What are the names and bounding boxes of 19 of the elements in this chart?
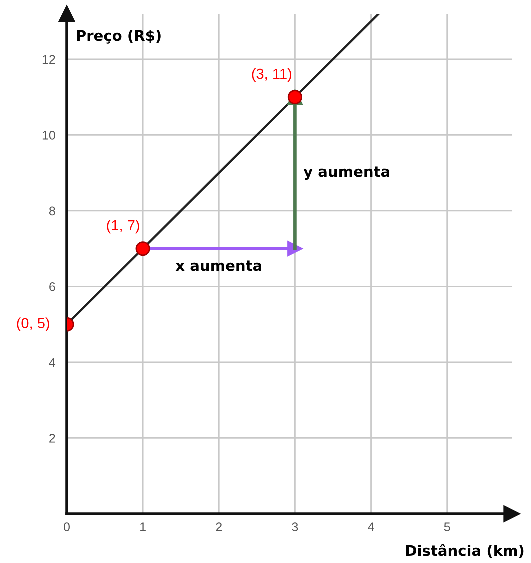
x-tick-label: 3 (292, 522, 298, 532)
y-tick-label: 6 (50, 282, 56, 292)
x-tick-label: 2 (216, 522, 222, 532)
x-tick-label: 4 (368, 522, 374, 532)
y-tick-label: 4 (49, 358, 56, 368)
data-label: (1, 7) (107, 220, 140, 234)
data-label: (3, 11) (252, 68, 292, 82)
y-tick-label: 10 (42, 131, 56, 140)
y-tick-label: 12 (42, 55, 56, 64)
annotation: x aumenta (176, 260, 262, 272)
x-tick-label: 1 (140, 522, 146, 532)
x-tick-label: 0 (64, 522, 70, 532)
data-label: (0, 5) (17, 318, 50, 332)
y-tick-label: 8 (49, 206, 56, 216)
y-tick-label: 2 (50, 434, 56, 443)
x-tick-label: 5 (444, 522, 450, 532)
x-axis-title: Distância (km) (406, 544, 524, 558)
annotation: y aumenta (304, 166, 390, 180)
y-axis-title: Preço (R$) (77, 30, 161, 44)
